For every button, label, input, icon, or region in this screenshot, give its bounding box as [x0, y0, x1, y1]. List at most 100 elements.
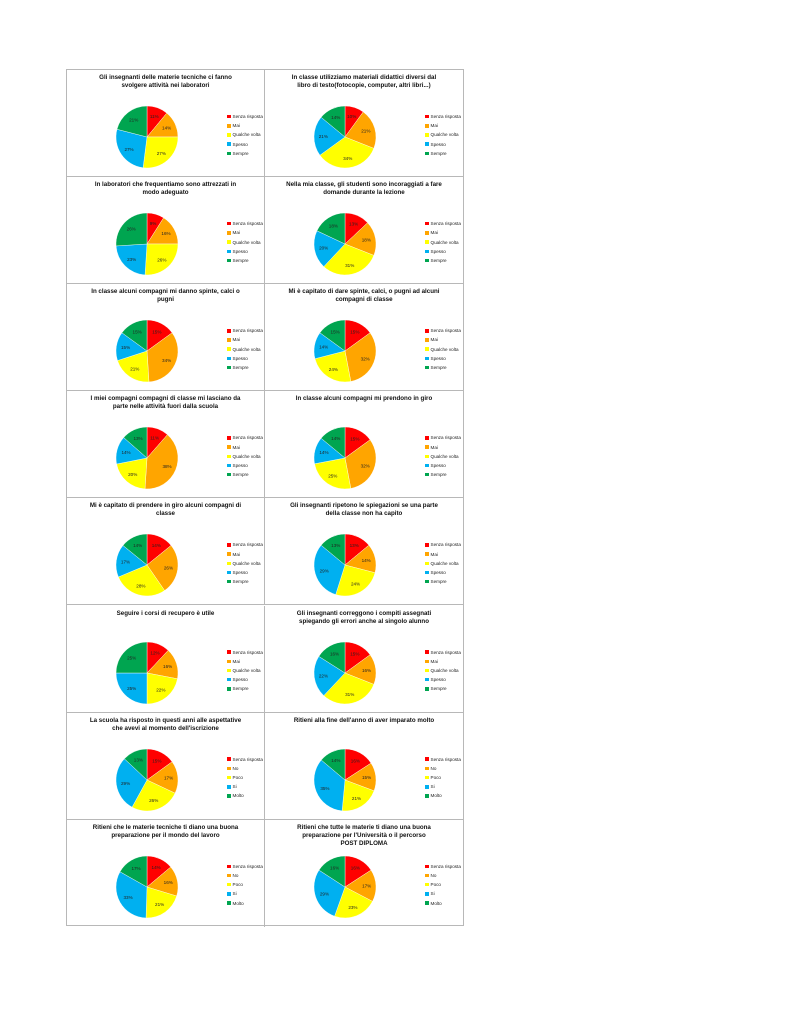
legend-item: Spesso [425, 461, 461, 470]
legend-swatch [425, 543, 429, 547]
legend-label: Sempre [232, 472, 249, 478]
legend-label: Sempre [430, 257, 447, 263]
pie-slice [121, 319, 148, 352]
legend-label: Qualche volta [232, 453, 261, 459]
legend-swatch [227, 231, 231, 235]
pie-slice [116, 458, 148, 490]
pie-chart: 9% 16% 26% 23% 26% [115, 212, 179, 276]
chart-title: Gli insegnanti delle materie tecniche ci… [71, 74, 260, 90]
legend-label: Senza risposta [232, 863, 263, 869]
pie-slice [323, 243, 375, 276]
legend-label: Spesso [430, 141, 446, 147]
pie-chart: 15% 34% 21% 15% 15% [115, 319, 179, 383]
legend-swatch [227, 221, 231, 226]
chart-panel: In classe alcuni compagni mi prendono in… [265, 391, 463, 499]
chart-legend: Senza risposta Mai Qualche volta Spesso Semp… [227, 112, 263, 158]
pie-slice [318, 641, 346, 673]
legend-item: No [425, 871, 461, 880]
pie-slice [320, 105, 346, 138]
pie-data-label: 26% [149, 798, 158, 803]
pie-data-label: 13% [134, 757, 143, 762]
legend-swatch [425, 347, 429, 351]
legend-swatch [227, 659, 231, 664]
pie-slice [144, 434, 179, 490]
legend-label: Senza risposta [430, 756, 461, 762]
legend-swatch [227, 882, 231, 887]
chart-title-line: POST DIPLOMA [340, 839, 388, 847]
pie-data-label: 12% [150, 650, 159, 655]
chart-panel: Mi è capitato di prendere in giro alcuni… [67, 498, 265, 606]
chart-title-line: Gli insegnanti correggono i compiti asse… [296, 609, 432, 617]
legend-label: Sempre [430, 365, 447, 371]
pie-data-label: 35% [320, 785, 329, 790]
legend-swatch [425, 650, 429, 654]
legend-label: Spesso [232, 141, 248, 147]
legend-swatch [425, 873, 429, 878]
chart-legend: Senza risposta No Poco Si Molto [227, 755, 263, 801]
legend-swatch [425, 114, 429, 119]
pie-slice [318, 855, 346, 888]
chart-title: Seguire i corsi di recupero è utile [71, 610, 260, 618]
legend-label: No [430, 872, 437, 878]
chart-legend: Senza risposta Mai Qualche volta Spesso Semp… [425, 219, 461, 265]
pie-data-label: 33% [124, 895, 133, 900]
legend-item: Senza risposta [227, 755, 263, 764]
chart-title-line: che avevi al momento dell'iscrizione [112, 724, 219, 732]
legend-swatch [227, 757, 231, 761]
pie-data-label: 18% [329, 223, 338, 228]
legend-label: Si [430, 784, 435, 790]
legend-item: Senza risposta [227, 862, 263, 871]
pie-data-label: 17% [121, 560, 130, 565]
chart-panel: I miei compagni compagni di classe mi la… [67, 391, 265, 499]
legend-label: Sempre [232, 579, 249, 585]
legend-label: Poco [232, 775, 243, 781]
legend-label: Senza risposta [232, 114, 263, 120]
legend-swatch [227, 873, 231, 878]
pie-slice [124, 748, 148, 781]
pie-slice [344, 332, 377, 382]
legend-swatch [227, 677, 231, 682]
pie-slice [115, 871, 148, 918]
chart-title-line: svolgere attività nei laboratori [121, 82, 210, 89]
chart-panel: La scuola ha risposto in questi anni all… [67, 712, 265, 820]
legend-swatch [227, 766, 231, 771]
legend-item: Senza risposta [227, 219, 263, 228]
legend-item: Mai [227, 335, 263, 344]
legend-item: Sempre [425, 470, 461, 479]
pie-slice [115, 758, 148, 808]
pie-data-label: 38% [162, 464, 171, 469]
pie-data-label: 15% [152, 329, 161, 334]
legend-label: Senza risposta [232, 435, 263, 441]
pie-data-label: 21% [155, 902, 164, 907]
chart-title-line: Ritieni che le materie tecniche ti diano… [92, 823, 239, 831]
legend-item: Senza risposta [425, 326, 461, 335]
pie-data-label: 15% [133, 329, 142, 334]
legend-swatch [425, 365, 429, 370]
chart-title: In classe utilizziamo materiali didattic… [269, 74, 459, 90]
pie-data-label: 16% [330, 651, 339, 656]
pie-data-label: 17% [362, 883, 371, 888]
chart-title: Gli insegnanti correggono i compiti asse… [269, 610, 459, 626]
legend-swatch [227, 472, 231, 477]
chart-title-line: spiegando gli errori anche al singolo al… [299, 617, 429, 625]
legend-item: Senza risposta [227, 326, 263, 335]
chart-title-line: Ritieni alla fine dell'anno di aver impa… [293, 716, 435, 724]
legend-item: Senza risposta [425, 112, 461, 121]
pie-data-label: 29% [121, 781, 130, 786]
legend-item: Sempre [227, 363, 263, 372]
pie-data-label: 14% [331, 436, 340, 441]
legend-label: Mai [430, 123, 438, 129]
legend-swatch [227, 785, 231, 789]
legend-item: Molto [425, 898, 461, 907]
pie-data-label: 16% [163, 663, 172, 668]
pie-data-label: 25% [127, 685, 136, 690]
pie-slice [116, 105, 148, 138]
pie-data-label: 26% [164, 566, 173, 571]
pie-data-label: 21% [361, 129, 370, 134]
chart-title-line: classe [156, 510, 175, 518]
legend-swatch [227, 561, 231, 566]
chart-legend: Senza risposta Mai Qualche volta Spesso Semp… [425, 326, 461, 372]
chart-legend: Senza risposta Mai Qualche volta Spesso Semp… [425, 648, 461, 694]
legend-item: Spesso [227, 461, 263, 470]
legend-label: Si [232, 891, 237, 897]
